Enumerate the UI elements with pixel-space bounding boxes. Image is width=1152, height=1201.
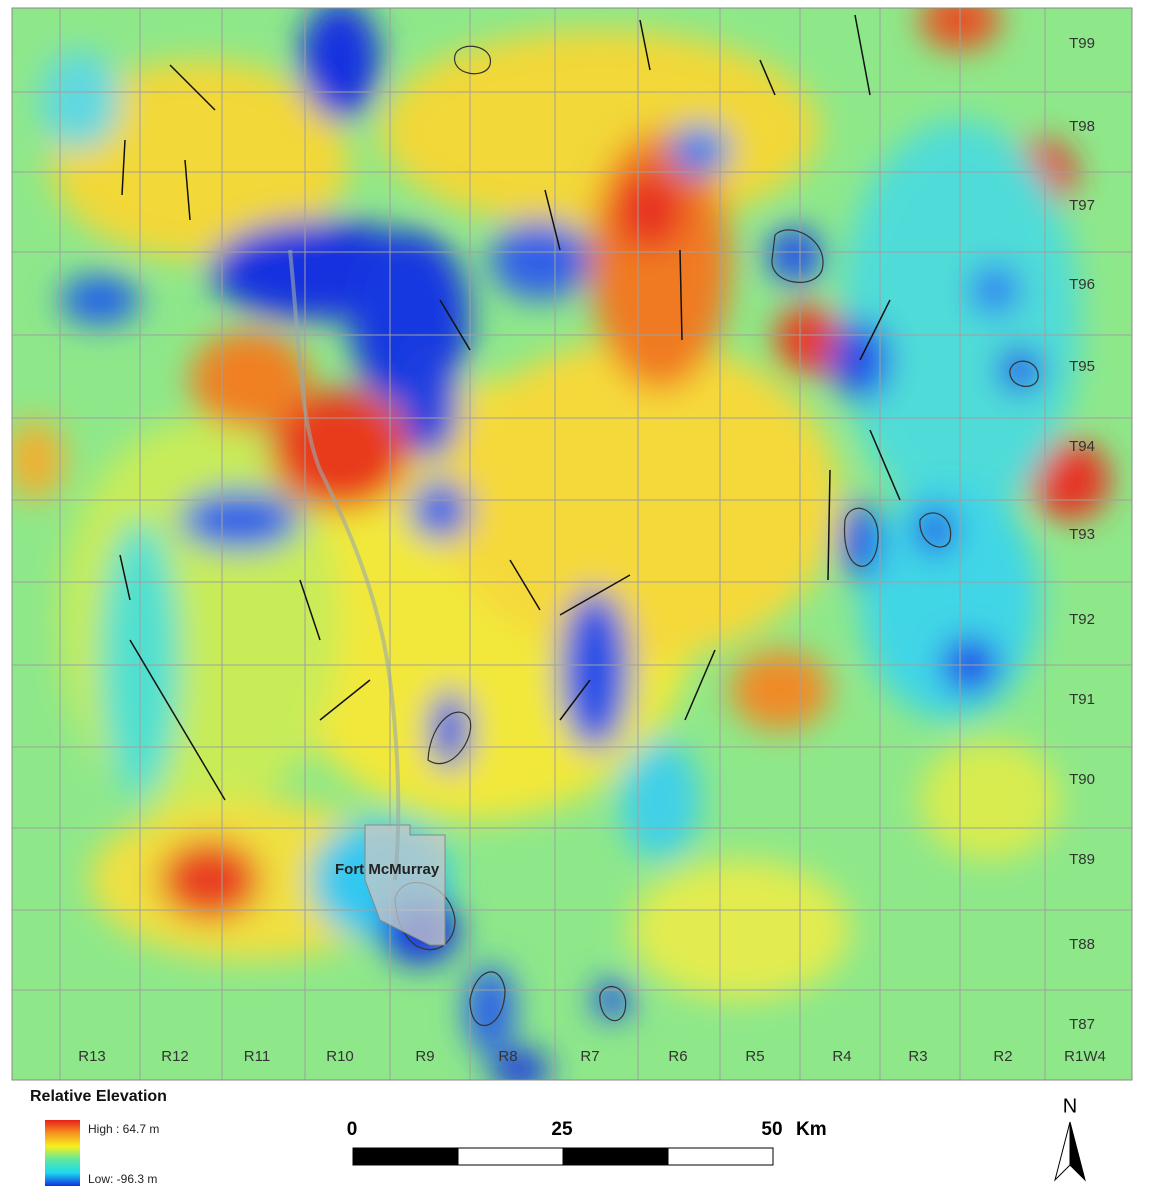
map-figure: Fort McMurray T99 T98 T97 T96 T95 T94 T93 T92 T9…: [0, 0, 1152, 1196]
township-label: T89: [1069, 851, 1095, 868]
scale-tick: 50: [761, 1119, 782, 1140]
range-label: R3: [908, 1048, 927, 1065]
township-label: T92: [1069, 611, 1095, 628]
range-label: R12: [161, 1048, 189, 1065]
township-label: T95: [1069, 358, 1095, 375]
range-label: R13: [78, 1048, 106, 1065]
township-label: T96: [1069, 276, 1095, 293]
range-label: R4: [832, 1048, 851, 1065]
township-label: T98: [1069, 118, 1095, 135]
township-label: T88: [1069, 936, 1095, 953]
township-label: T99: [1069, 35, 1095, 52]
north-label: N: [1063, 1095, 1077, 1117]
range-label: R6: [668, 1048, 687, 1065]
township-label: T93: [1069, 526, 1095, 543]
township-label: T94: [1069, 438, 1095, 455]
legend-low: Low: -96.3 m: [88, 1172, 157, 1186]
range-label: R10: [326, 1048, 354, 1065]
range-label: R8: [498, 1048, 517, 1065]
elevation-surface: Fort McMurray: [5, 0, 1132, 1090]
scale-bar: 0 25 50 Km: [347, 1119, 827, 1165]
range-label: R7: [580, 1048, 599, 1065]
township-label: T90: [1069, 771, 1095, 788]
range-label: R5: [745, 1048, 764, 1065]
township-label: T91: [1069, 691, 1095, 708]
legend-ramp: [45, 1120, 80, 1186]
range-label: R9: [415, 1048, 434, 1065]
legend-title: Relative Elevation: [30, 1088, 167, 1105]
scale-unit: Km: [796, 1119, 827, 1140]
township-label: T87: [1069, 1016, 1095, 1033]
scale-tick: 0: [347, 1119, 358, 1140]
township-label: T97: [1069, 197, 1095, 214]
range-label: R11: [244, 1048, 270, 1065]
range-label: R2: [993, 1048, 1012, 1065]
range-label: R1W4: [1064, 1048, 1106, 1065]
north-arrow: N: [1055, 1095, 1085, 1180]
legend-high: High : 64.7 m: [88, 1122, 159, 1136]
scale-tick: 25: [551, 1119, 573, 1140]
place-label: Fort McMurray: [335, 861, 440, 878]
